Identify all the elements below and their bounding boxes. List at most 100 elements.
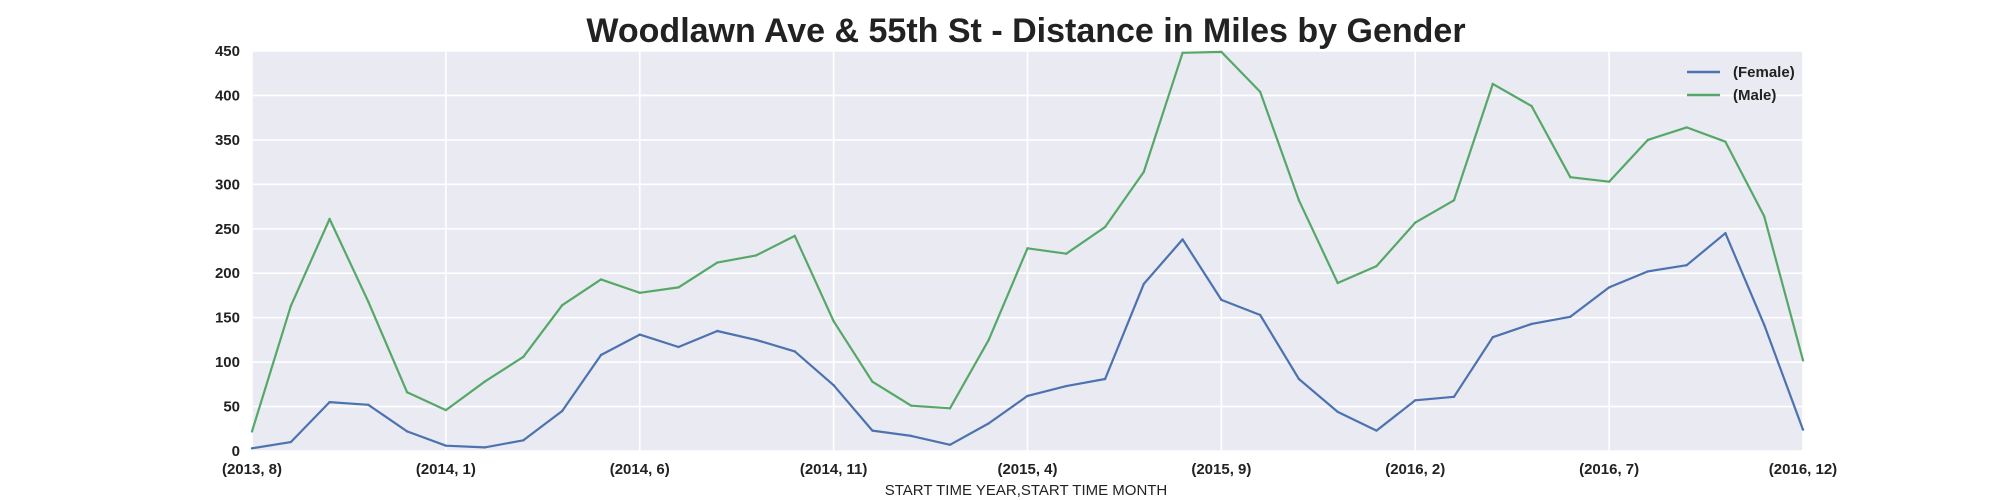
y-axis-ticks: 0 50 100 150 200 250 300 350 400 450: [215, 43, 240, 460]
x-tick-label: (2016, 7): [1579, 461, 1639, 478]
x-tick-label: (2015, 9): [1191, 461, 1251, 478]
data-point: [832, 384, 835, 387]
x-tick-label: (2016, 12): [1769, 461, 1837, 478]
data-point: [1375, 429, 1378, 432]
y-tick-label: 50: [223, 399, 240, 416]
data-point: [289, 440, 292, 444]
data-point: [1607, 180, 1611, 183]
data-point: [1724, 140, 1727, 143]
data-point: [444, 444, 448, 447]
data-point: [871, 380, 874, 383]
data-point: [405, 430, 409, 433]
data-point: [1763, 323, 1766, 326]
grid-lines: [251, 50, 1804, 452]
data-point: [1685, 126, 1688, 129]
data-point: [522, 439, 525, 442]
data-point: [250, 430, 254, 433]
data-point: [1142, 170, 1146, 174]
data-point: [1646, 138, 1650, 142]
data-point: [871, 429, 874, 432]
data-point: [1530, 322, 1533, 326]
y-tick-label: 100: [215, 354, 240, 371]
data-point: [677, 286, 680, 289]
data-point: [483, 446, 486, 449]
data-point: [1103, 377, 1107, 381]
y-tick-label: 0: [232, 443, 240, 460]
series-lines: [250, 50, 1805, 450]
data-point: [1297, 199, 1301, 202]
data-point: [754, 338, 758, 342]
data-point: [1569, 176, 1572, 179]
data-point: [909, 434, 913, 438]
data-point: [1336, 281, 1339, 285]
x-tick-label: (2014, 11): [800, 461, 868, 478]
data-point: [1607, 286, 1611, 289]
legend-label: (Female): [1733, 64, 1795, 81]
data-point: [716, 261, 719, 264]
data-point: [1220, 298, 1223, 302]
data-point: [987, 422, 990, 425]
data-point: [1026, 247, 1029, 250]
series-group: [250, 232, 1805, 450]
y-tick-label: 150: [215, 310, 240, 327]
data-point: [1414, 221, 1417, 224]
data-point: [987, 338, 990, 342]
data-point: [1375, 264, 1378, 268]
data-point: [1258, 313, 1262, 317]
data-point: [716, 329, 719, 333]
data-point: [367, 300, 370, 303]
data-point: [1763, 215, 1766, 218]
data-point: [793, 350, 797, 353]
data-point: [1452, 199, 1456, 202]
data-point: [1452, 395, 1456, 398]
data-point: [1491, 82, 1495, 86]
data-point: [328, 217, 331, 221]
legend: (Female) (Male): [1687, 64, 1795, 104]
x-tick-label: (2014, 1): [416, 461, 476, 478]
data-point: [405, 391, 409, 394]
data-point: [638, 291, 641, 294]
data-point: [561, 409, 564, 413]
data-point: [1724, 232, 1727, 235]
y-tick-label: 250: [215, 221, 240, 238]
data-point: [1297, 377, 1301, 381]
data-point: [1801, 428, 1805, 431]
data-point: [1181, 51, 1184, 54]
data-point: [444, 408, 448, 412]
data-point: [289, 304, 292, 308]
y-tick-label: 300: [215, 176, 240, 193]
legend-label: (Male): [1733, 87, 1776, 104]
data-point: [1801, 359, 1805, 362]
data-point: [367, 403, 370, 406]
data-point: [1220, 50, 1223, 54]
data-point: [832, 320, 835, 323]
y-tick-label: 350: [215, 132, 240, 149]
data-point: [561, 304, 564, 307]
data-point: [522, 355, 525, 358]
data-point: [1065, 252, 1068, 255]
data-point: [1414, 399, 1417, 402]
data-point: [1530, 104, 1533, 108]
data-point: [599, 353, 603, 357]
data-point: [638, 333, 641, 336]
data-point: [1181, 238, 1184, 241]
data-point: [1142, 282, 1146, 286]
data-point: [483, 380, 486, 383]
x-tick-label: (2014, 6): [610, 461, 670, 478]
data-point: [1336, 410, 1339, 414]
x-tick-label: (2015, 4): [997, 461, 1057, 478]
data-point: [1491, 336, 1495, 339]
data-point: [1685, 264, 1688, 267]
x-axis-label: START TIME YEAR,START TIME MONTH: [885, 482, 1168, 499]
y-tick-label: 400: [215, 87, 240, 104]
data-point: [1258, 90, 1262, 94]
data-point: [793, 234, 797, 238]
x-tick-label: (2016, 2): [1385, 461, 1445, 478]
data-point: [677, 345, 680, 349]
data-point: [250, 447, 254, 450]
data-point: [1569, 315, 1572, 318]
data-point: [1646, 270, 1650, 273]
y-tick-label: 450: [215, 43, 240, 60]
